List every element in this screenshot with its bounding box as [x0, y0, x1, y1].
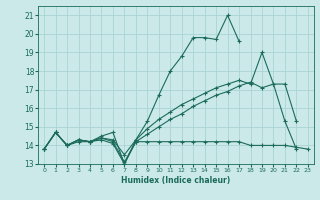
- X-axis label: Humidex (Indice chaleur): Humidex (Indice chaleur): [121, 176, 231, 185]
